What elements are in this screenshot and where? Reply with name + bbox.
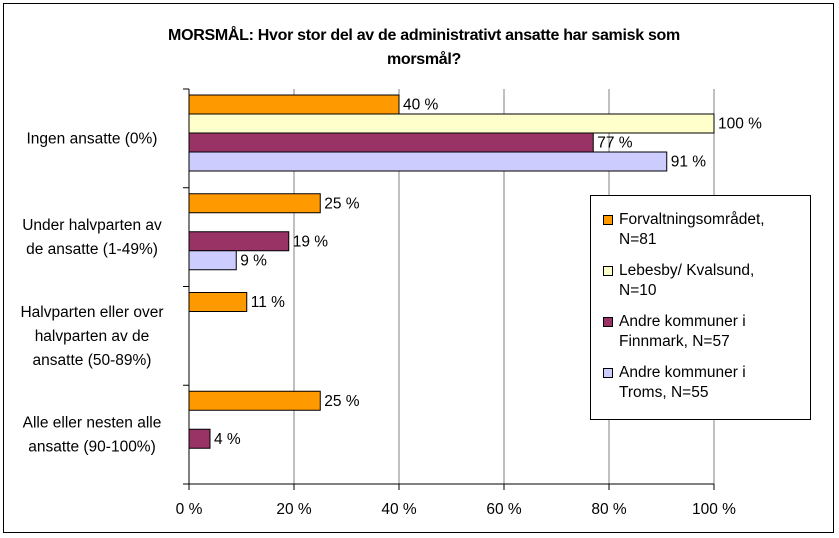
data-label: 25 % [324, 393, 360, 410]
y-category-label-line: halvparten av de [35, 328, 150, 345]
data-label: 100 % [718, 116, 762, 133]
bar [188, 428, 211, 449]
y-category-label-line: Halvparten eller over [20, 304, 163, 321]
legend-label: Forvaltningsområdet, N=81 [619, 210, 809, 250]
data-label: 40 % [403, 97, 439, 114]
bar [188, 132, 594, 153]
x-tick-label: 0 % [176, 501, 203, 518]
legend-label-line: N=10 [619, 282, 657, 299]
legend-label-line: Forvaltningsområdet, [619, 211, 765, 228]
bar [188, 113, 715, 134]
data-label: 25 % [324, 195, 360, 212]
data-label: 4 % [214, 431, 241, 448]
legend-label-line: Andre kommuner i [619, 313, 746, 330]
y-category-label: Under halvparten av de ansatte (1-49%) [22, 217, 162, 258]
bar [188, 390, 321, 411]
bar [188, 151, 668, 172]
y-category-label: Halvparten eller over halvparten av de ans… [20, 304, 163, 369]
y-category-label: Ingen ansatte (0%) [27, 130, 158, 147]
x-tick-label: 80 % [591, 501, 627, 518]
x-tick-label: 60 % [486, 501, 522, 518]
x-tick-label: 100 % [692, 501, 736, 518]
bar [188, 292, 248, 312]
y-category-label-line: Ingen ansatte (0%) [27, 130, 158, 147]
legend-label: Andre kommuner i Finnmark, N=57 [619, 312, 809, 352]
y-category-label-line: ansatte (50-89%) [33, 352, 152, 369]
legend-label-line: Lebesby/ Kvalsund, [619, 262, 755, 279]
x-tick-label: 20 % [276, 501, 312, 518]
bar [188, 94, 400, 115]
y-category-label-line: Under halvparten av [22, 217, 162, 234]
chart-legend: Forvaltningsområdet, N=81 Lebesby/ Kvalsun… [590, 195, 811, 420]
legend-label-line: Andre kommuner i [619, 364, 746, 381]
data-label: 11 % [251, 294, 285, 311]
legend-label-line: Finnmark, N=57 [619, 333, 730, 350]
data-label: 91 % [671, 154, 707, 171]
legend-label: Andre kommuner i Troms, N=55 [619, 363, 809, 403]
legend-swatch [603, 317, 613, 327]
bar [188, 231, 290, 252]
y-category-label-line: Alle eller nesten alle [23, 415, 162, 432]
y-category-label-line: de ansatte (1-49%) [26, 241, 158, 258]
legend-label: Lebesby/ Kvalsund, N=10 [619, 261, 809, 301]
bar [188, 193, 321, 214]
data-label: 9 % [240, 252, 267, 269]
chart-title-line-1: MORSMÅL: Hvor stor del av de administrat… [168, 27, 680, 44]
legend-swatch [603, 215, 613, 225]
y-category-label-line: ansatte (90-100%) [28, 439, 156, 456]
legend-swatch [603, 368, 613, 378]
legend-label-line: Troms, N=55 [619, 384, 709, 401]
legend-label-line: N=81 [619, 231, 657, 248]
y-category-label: Alle eller nesten alle ansatte (90-100%) [23, 415, 162, 456]
chart-title: MORSMÅL: Hvor stor del av de administrat… [64, 24, 784, 72]
x-tick-label: 40 % [381, 501, 417, 518]
data-label: 19 % [293, 233, 329, 250]
legend-swatch [603, 266, 613, 276]
chart-title-line-2: morsmål? [386, 51, 462, 68]
bar [188, 250, 237, 271]
data-label: 77 % [597, 135, 633, 152]
